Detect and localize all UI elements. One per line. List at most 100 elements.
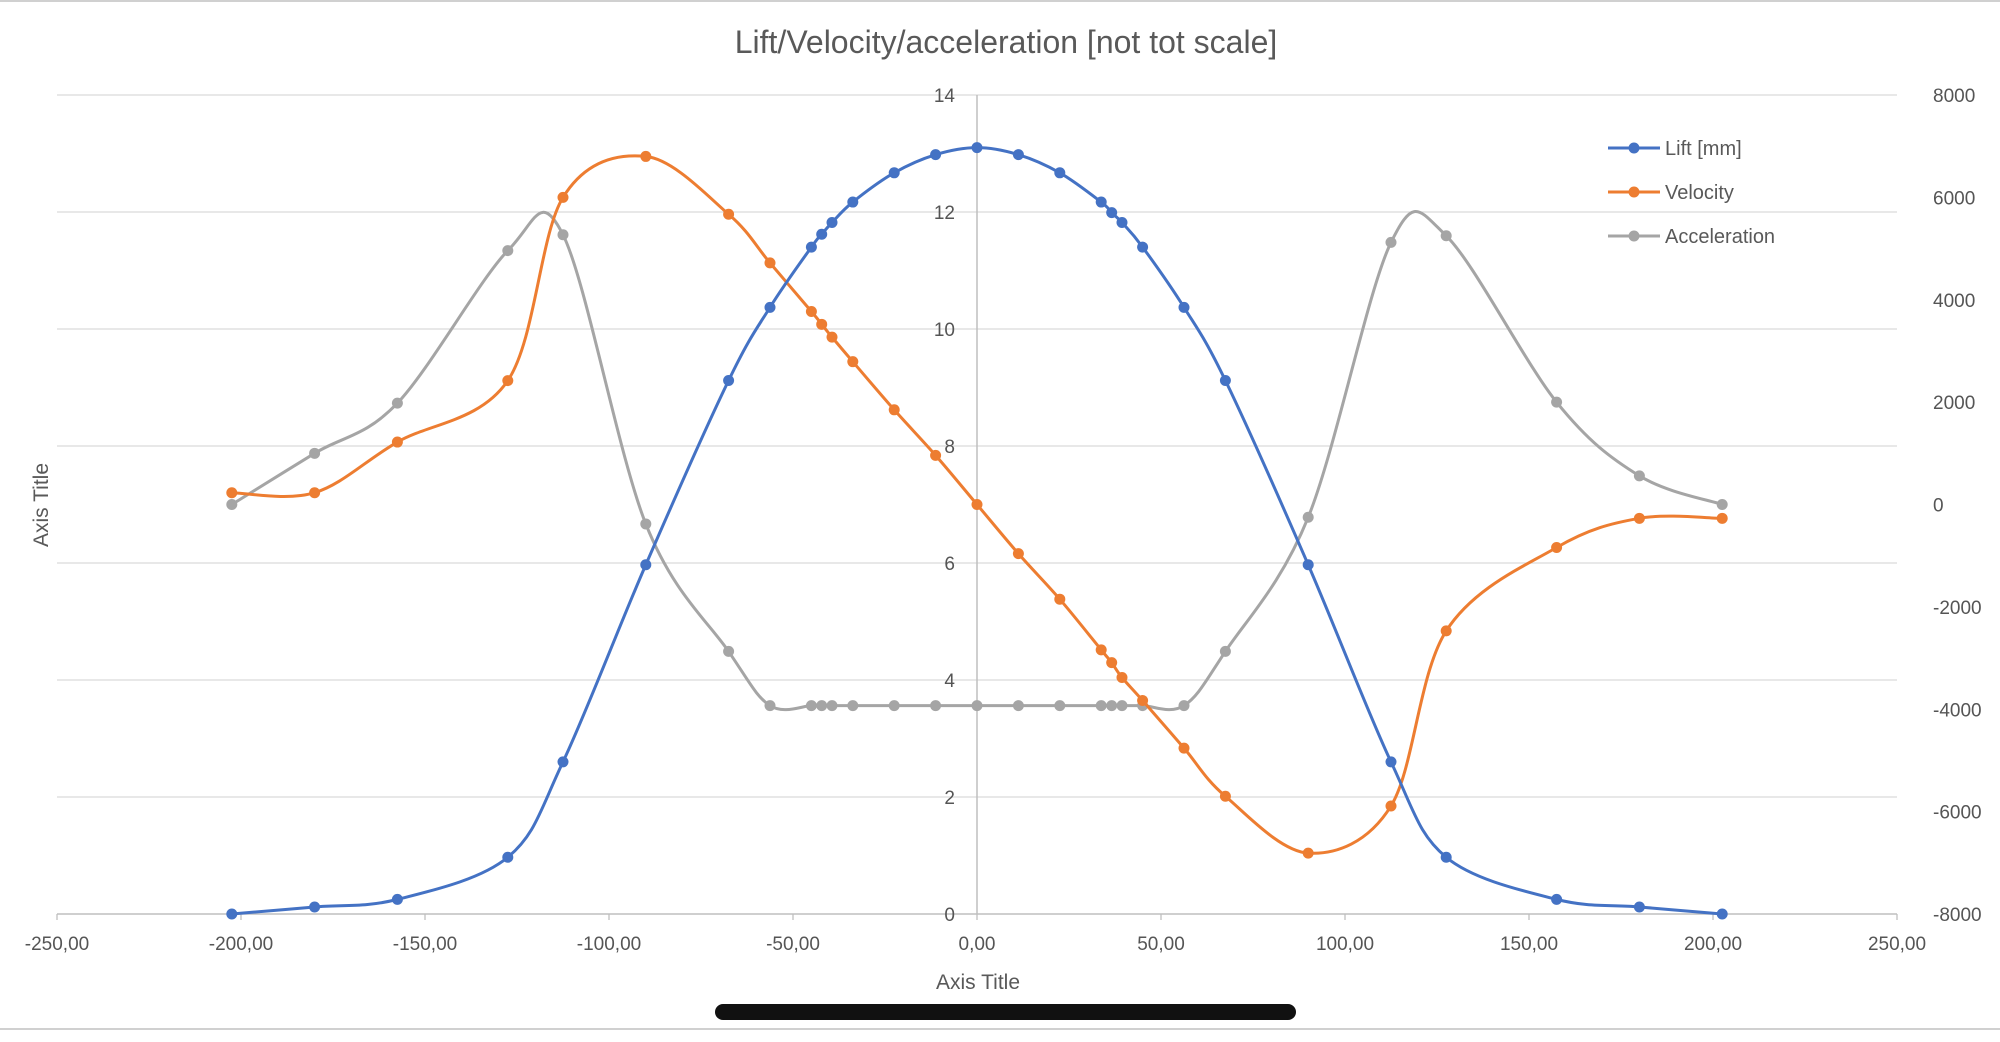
data-point-velocity-19: [1116, 672, 1128, 684]
data-point-lift-mm-11: [847, 196, 859, 208]
data-point-velocity-16: [1054, 593, 1066, 605]
data-point-lift-mm-28: [1716, 908, 1728, 920]
y2-tick-label-7: 6000: [1933, 188, 1975, 209]
data-point-acceleration-21: [1178, 700, 1190, 712]
data-point-velocity-13: [930, 449, 942, 461]
data-point-lift-mm-2: [391, 893, 403, 905]
data-point-lift-mm-19: [1116, 217, 1128, 229]
data-point-acceleration-16: [1054, 700, 1066, 712]
x-tick-label-7: 100,00: [1316, 934, 1374, 955]
data-point-velocity-14: [971, 499, 983, 510]
x-tick-label-0: -250,00: [25, 934, 89, 955]
y-axis-title: Axis Title: [30, 463, 53, 547]
legend: Lift [mm] Velocity Acceleration: [1608, 138, 1775, 248]
legend-marker-acceleration: [1628, 230, 1640, 242]
y2-tick-label-6: 4000: [1933, 291, 1975, 312]
x-tick-label-2: -150,00: [393, 934, 457, 955]
data-point-acceleration-23: [1302, 511, 1314, 523]
data-point-lift-mm-3: [502, 851, 514, 863]
data-point-velocity-24: [1385, 800, 1397, 812]
series-lift-mm: [226, 142, 1728, 920]
y-tick-label-2: 4: [944, 671, 955, 692]
y2-tick-label-3: -2000: [1933, 598, 1982, 619]
data-point-acceleration-24: [1385, 236, 1397, 248]
x-tick-label-1: -200,00: [209, 934, 273, 955]
data-point-lift-mm-25: [1440, 851, 1452, 863]
data-point-velocity-3: [502, 375, 514, 387]
data-point-lift-mm-21: [1178, 301, 1190, 313]
data-point-lift-mm-27: [1633, 901, 1645, 913]
data-point-lift-mm-0: [226, 908, 238, 920]
data-point-lift-mm-5: [640, 559, 652, 571]
data-point-velocity-17: [1095, 644, 1107, 656]
data-point-acceleration-11: [847, 700, 859, 712]
data-point-velocity-28: [1716, 512, 1728, 524]
y-tick-label-0: 0: [944, 905, 955, 926]
data-point-acceleration-28: [1716, 499, 1728, 510]
data-point-velocity-1: [309, 487, 321, 499]
data-point-velocity-27: [1633, 512, 1645, 524]
data-point-lift-mm-17: [1095, 196, 1107, 208]
data-point-lift-mm-20: [1137, 241, 1149, 253]
data-point-velocity-10: [826, 331, 838, 343]
data-point-velocity-25: [1440, 625, 1452, 637]
data-point-lift-mm-12: [888, 167, 900, 179]
data-point-acceleration-22: [1219, 645, 1231, 657]
data-point-lift-mm-9: [816, 228, 828, 240]
data-point-velocity-6: [723, 208, 735, 220]
data-point-velocity-8: [805, 306, 817, 318]
y2-tick-label-4: 0: [1933, 496, 1944, 517]
data-point-lift-mm-8: [805, 241, 817, 253]
data-point-acceleration-8: [805, 700, 817, 712]
legend-marker-lift-mm: [1628, 142, 1640, 154]
data-point-acceleration-7: [764, 700, 776, 712]
data-point-velocity-2: [391, 436, 403, 448]
x-tick-label-10: 250,00: [1868, 934, 1926, 955]
data-point-velocity-23: [1302, 847, 1314, 859]
data-point-acceleration-15: [1012, 700, 1024, 712]
data-point-lift-mm-13: [930, 149, 942, 161]
data-point-acceleration-14: [971, 700, 983, 712]
data-point-lift-mm-23: [1302, 559, 1314, 571]
data-point-acceleration-17: [1095, 700, 1107, 712]
series-velocity: [226, 150, 1728, 859]
series-acceleration: [226, 210, 1728, 712]
y-tick-label-6: 12: [934, 203, 955, 224]
data-point-acceleration-9: [816, 700, 828, 712]
data-point-acceleration-6: [723, 645, 735, 657]
x-tick-label-9: 200,00: [1684, 934, 1742, 955]
legend-label-lift-mm: Lift [mm]: [1665, 138, 1742, 160]
y-tick-label-3: 6: [944, 554, 955, 575]
data-point-acceleration-26: [1551, 396, 1563, 408]
data-point-acceleration-19: [1116, 700, 1128, 712]
x-tick-label-8: 150,00: [1500, 934, 1558, 955]
data-point-lift-mm-7: [764, 301, 776, 313]
x-axis-ticks: -250,00 -200,00 -150,00 -100,00 -50,00 0,00 50…: [25, 914, 1926, 955]
data-point-acceleration-0: [226, 499, 238, 510]
y2-tick-label-5: 2000: [1933, 393, 1975, 414]
y-tick-label-5: 10: [934, 320, 955, 341]
data-point-lift-mm-4: [557, 756, 569, 768]
series-group: [226, 142, 1728, 920]
data-point-velocity-26: [1551, 541, 1563, 553]
data-point-lift-mm-26: [1551, 893, 1563, 905]
data-point-lift-mm-24: [1385, 756, 1397, 768]
data-point-lift-mm-14: [971, 142, 983, 154]
data-point-lift-mm-6: [723, 374, 735, 386]
x-tick-label-3: -100,00: [577, 934, 641, 955]
x-axis-title: Axis Title: [936, 971, 1020, 994]
data-point-lift-mm-22: [1219, 374, 1231, 386]
y2-tick-label-8: 8000: [1933, 86, 1975, 107]
data-point-acceleration-25: [1440, 230, 1452, 242]
y2-tick-label-0: -8000: [1933, 905, 1982, 926]
y-axis-ticks: 0 2 4 6 8 10 12 14: [934, 86, 956, 926]
y-tick-label-1: 2: [944, 788, 955, 809]
data-point-acceleration-13: [930, 700, 942, 712]
legend-label-velocity: Velocity: [1665, 182, 1734, 204]
data-point-velocity-5: [640, 150, 652, 162]
data-point-lift-mm-18: [1106, 207, 1118, 219]
legend-marker-velocity: [1628, 186, 1640, 198]
data-point-velocity-18: [1106, 657, 1118, 669]
data-point-velocity-11: [847, 356, 859, 368]
